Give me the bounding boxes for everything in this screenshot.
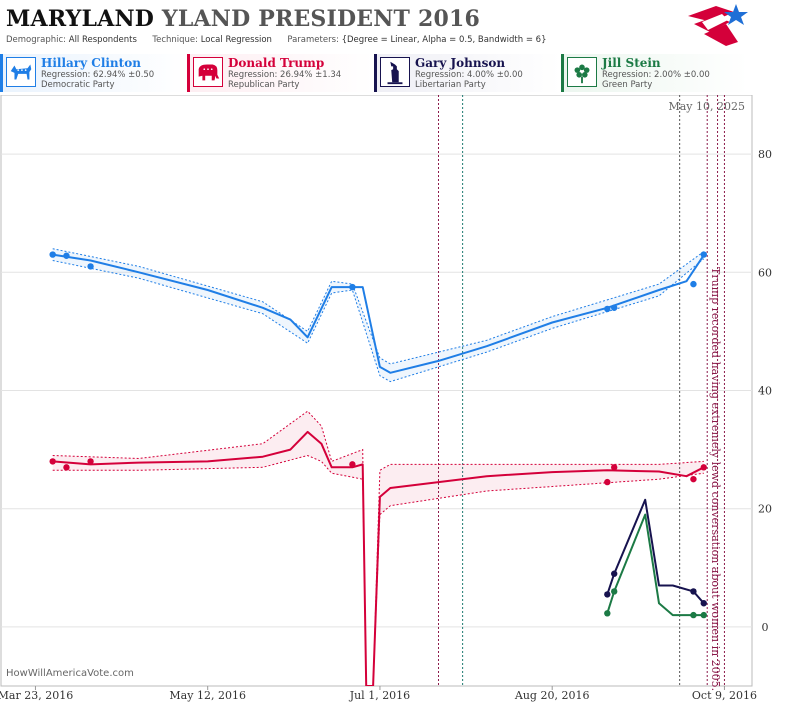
data-point	[87, 263, 94, 270]
title-state: MARYLAND	[6, 6, 155, 32]
legend-regression: Regression: 4.00% ±0.00	[415, 70, 523, 80]
data-point	[87, 458, 94, 465]
date-stamp: May 10, 2025	[668, 100, 745, 113]
x-tick-label: May 12, 2016	[169, 689, 246, 702]
legend-item-johnson[interactable]: Gary Johnson Regression: 4.00% ±0.00 Lib…	[374, 54, 561, 92]
upper-bound-line	[52, 410, 704, 686]
x-tick-label: Aug 20, 2016	[514, 689, 590, 702]
data-point	[63, 464, 70, 471]
elephant-icon	[193, 57, 223, 87]
candidate-legend: Hillary Clinton Regression: 62.94% ±0.50…	[0, 54, 789, 92]
y-tick-label: 40	[758, 385, 772, 398]
data-point	[611, 304, 618, 311]
data-point	[700, 600, 707, 607]
data-point	[604, 591, 611, 598]
lower-bound-line	[52, 454, 704, 686]
data-point	[349, 461, 356, 468]
poll-chart: 0 20 40 60 80 Mar 23, 2016 May 12, 2016 Jul 1, …	[0, 95, 772, 702]
parameters-value: {Degree = Linear, Alpha = 0.5, Bandwidth…	[341, 35, 547, 45]
x-tick-label: Oct 9, 2016	[692, 689, 757, 702]
data-point	[49, 458, 56, 465]
legend-item-clinton[interactable]: Hillary Clinton Regression: 62.94% ±0.50…	[0, 54, 187, 92]
legend-regression: Regression: 2.00% ±0.00	[602, 70, 710, 80]
legend-party: Libertarian Party	[415, 80, 486, 90]
data-point	[690, 280, 697, 288]
data-point	[700, 251, 707, 258]
legend-party: Republican Party	[228, 80, 300, 90]
parameters-label: Parameters:	[287, 35, 339, 45]
lower-bound-line	[52, 258, 705, 383]
legend-item-trump[interactable]: Donald Trump Regression: 26.94% ±1.34 Re…	[187, 54, 374, 92]
data-point	[49, 251, 56, 258]
data-point	[690, 588, 697, 595]
legend-regression: Regression: 26.94% ±1.34	[228, 70, 342, 80]
legend-name: Hillary Clinton	[41, 56, 141, 70]
y-tick-label: 0	[762, 621, 769, 634]
site-logo-icon	[688, 4, 748, 46]
statue-of-liberty-icon	[380, 57, 410, 87]
series-layer	[49, 248, 707, 686]
source-credit: HowWillAmericaVote.com	[6, 668, 134, 679]
donkey-icon	[6, 57, 36, 87]
data-point	[611, 464, 618, 471]
event-annotation: Trump recorded having extremely lewd con…	[709, 267, 722, 691]
data-point	[604, 610, 611, 617]
chart-parameters: Demographic: All Respondents Technique: …	[6, 35, 546, 45]
flower-icon	[567, 57, 597, 87]
data-point	[611, 570, 618, 577]
data-point	[611, 588, 618, 595]
data-point	[690, 611, 697, 619]
legend-name: Jill Stein	[602, 56, 661, 70]
data-point	[604, 305, 611, 313]
x-tick-label: Jul 1, 2016	[349, 689, 411, 702]
demographic-label: Demographic:	[6, 35, 67, 45]
legend-party: Green Party	[602, 80, 653, 90]
data-point	[700, 464, 707, 471]
page-title: MARYLAND YLAND PRESIDENT 2016	[6, 6, 480, 32]
data-point	[604, 478, 611, 486]
legend-name: Gary Johnson	[415, 56, 506, 70]
chart-header: MARYLAND YLAND PRESIDENT 2016 Demographi…	[0, 0, 789, 52]
y-tick-label: 60	[758, 266, 772, 279]
title-rest: YLAND PRESIDENT 2016	[161, 6, 481, 32]
y-tick-label: 20	[758, 503, 772, 516]
data-point	[349, 283, 356, 291]
x-tick-label: Mar 23, 2016	[0, 689, 73, 702]
legend-party: Democratic Party	[41, 80, 115, 90]
y-tick-label: 80	[758, 148, 772, 161]
legend-item-stein[interactable]: Jill Stein Regression: 2.00% ±0.00 Green…	[561, 54, 748, 92]
demographic-value: All Respondents	[68, 35, 137, 45]
legend-regression: Regression: 62.94% ±0.50	[41, 70, 155, 80]
series-line	[52, 430, 705, 686]
upper-bound-line	[52, 248, 705, 365]
data-point	[690, 475, 697, 483]
technique-value: Local Regression	[200, 35, 272, 45]
data-point	[63, 252, 70, 259]
legend-name: Donald Trump	[228, 56, 325, 70]
data-point	[700, 611, 707, 619]
technique-label: Technique:	[152, 35, 199, 45]
